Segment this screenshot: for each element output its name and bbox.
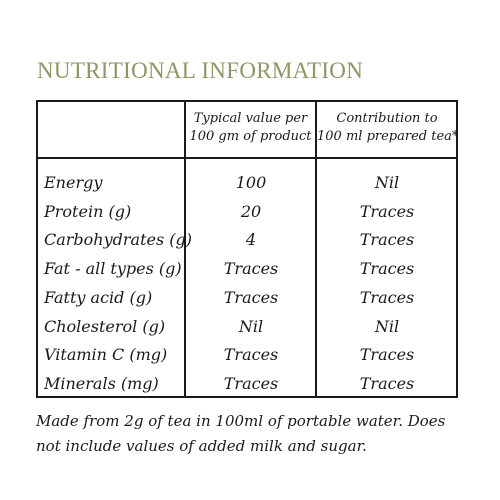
row-typical-value: Traces	[223, 373, 279, 393]
table-row: Fat - all types (g) Traces Traces	[38, 255, 456, 284]
row-label: Vitamin C (mg)	[44, 345, 168, 365]
footnote: Made from 2g of tea in 100ml of portable…	[36, 412, 446, 455]
row-label: Carbohydrates (g)	[44, 230, 192, 250]
row-typical-value: Traces	[223, 345, 279, 365]
row-typical-value: Traces	[223, 287, 279, 307]
header-contribution-line1: Contribution to	[336, 111, 438, 126]
row-contribution-value: Traces	[359, 201, 415, 221]
header-typical-value: Typical value per 100 gm of product	[186, 110, 315, 146]
table-row: Cholesterol (g) Nil Nil	[38, 313, 456, 342]
table-row: Vitamin C (mg) Traces Traces	[38, 341, 456, 370]
row-contribution-value: Traces	[359, 373, 415, 393]
row-label: Cholesterol (g)	[44, 316, 166, 336]
table-row: Carbohydrates (g) 4 Traces	[38, 226, 456, 255]
row-label: Energy	[44, 173, 103, 192]
row-label: Fatty acid (g)	[44, 287, 153, 307]
row-label: Minerals (mg)	[44, 373, 159, 393]
column-divider-1	[184, 102, 186, 396]
column-divider-2	[315, 102, 317, 396]
table-row: Energy 100 Nil	[38, 169, 456, 198]
row-contribution-value: Traces	[359, 230, 415, 250]
row-contribution-value: Traces	[359, 345, 415, 365]
row-typical-value: Traces	[223, 259, 279, 279]
row-typical-value: 20	[240, 201, 262, 221]
row-typical-value: 100	[235, 173, 267, 192]
table-row: Protein (g) 20 Traces	[38, 198, 456, 227]
header-divider	[38, 157, 456, 159]
header-contribution-line2: 100 ml prepared tea*	[317, 129, 459, 144]
row-contribution-value: Nil	[374, 173, 400, 192]
page-title: NUTRITIONAL INFORMATION	[37, 58, 364, 83]
header-typical-line2: 100 gm of product	[189, 129, 312, 144]
table-row: Minerals (mg) Traces Traces	[38, 370, 456, 399]
row-contribution-value: Traces	[359, 259, 415, 279]
row-typical-value: 4	[245, 230, 257, 250]
row-label: Protein (g)	[44, 201, 132, 221]
row-contribution-value: Nil	[374, 316, 400, 336]
header-contribution: Contribution to 100 ml prepared tea*	[317, 110, 459, 146]
header-typical-line1: Typical value per	[193, 111, 308, 126]
row-contribution-value: Traces	[359, 287, 415, 307]
table-row: Fatty acid (g) Traces Traces	[38, 284, 456, 313]
row-label: Fat - all types (g)	[44, 259, 182, 279]
nutrition-table: Typical value per 100 gm of product Cont…	[36, 100, 458, 398]
row-typical-value: Nil	[238, 316, 264, 336]
